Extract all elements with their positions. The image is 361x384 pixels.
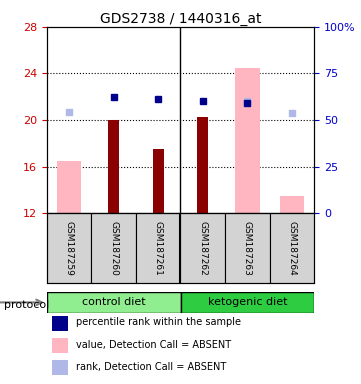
Bar (52, 338, 68, 353)
Text: percentile rank within the sample: percentile rank within the sample (76, 317, 241, 327)
Bar (52, 361, 68, 376)
FancyBboxPatch shape (47, 292, 180, 313)
FancyBboxPatch shape (225, 213, 270, 283)
Text: count: count (76, 295, 104, 305)
Text: rank, Detection Call = ABSENT: rank, Detection Call = ABSENT (76, 362, 227, 372)
Text: value, Detection Call = ABSENT: value, Detection Call = ABSENT (76, 339, 231, 350)
Text: GSM187263: GSM187263 (243, 221, 252, 276)
Bar (52, 316, 68, 331)
Text: GSM187262: GSM187262 (198, 221, 207, 276)
FancyBboxPatch shape (136, 213, 180, 283)
Text: GSM187261: GSM187261 (154, 221, 163, 276)
Bar (108, 120, 119, 213)
Bar (153, 149, 164, 213)
Text: GSM187264: GSM187264 (287, 221, 296, 276)
Bar (57, 161, 82, 213)
Bar (197, 117, 208, 213)
Text: ketogenic diet: ketogenic diet (208, 297, 287, 308)
Bar (52, 293, 68, 308)
Text: protocol: protocol (4, 300, 49, 310)
FancyBboxPatch shape (180, 292, 314, 313)
FancyBboxPatch shape (47, 213, 91, 283)
Bar (235, 68, 260, 213)
Bar (279, 196, 304, 213)
FancyBboxPatch shape (270, 213, 314, 283)
Text: GSM187260: GSM187260 (109, 221, 118, 276)
Title: GDS2738 / 1440316_at: GDS2738 / 1440316_at (100, 12, 261, 26)
FancyBboxPatch shape (180, 213, 225, 283)
Text: control diet: control diet (82, 297, 145, 308)
FancyBboxPatch shape (91, 213, 136, 283)
Text: GSM187259: GSM187259 (65, 221, 74, 276)
